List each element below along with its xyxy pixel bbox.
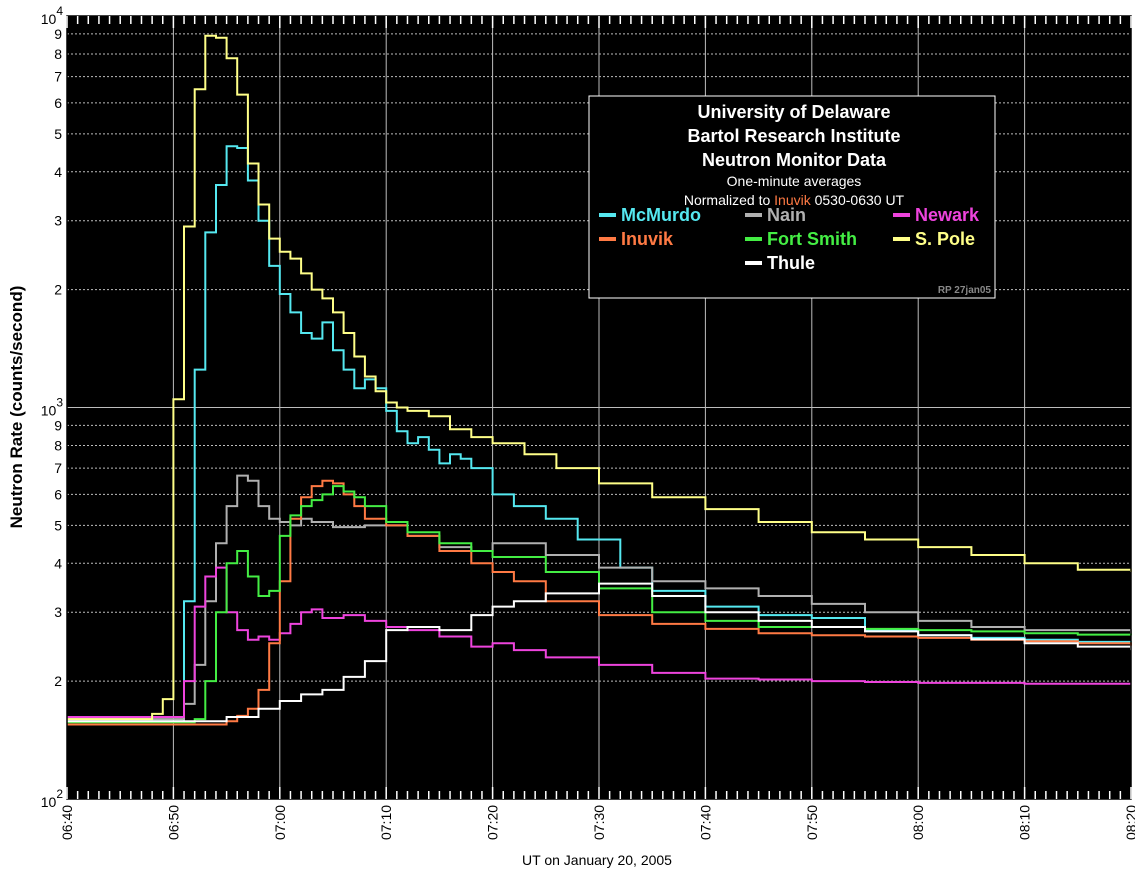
- x-tick-label: 08:00: [910, 805, 926, 840]
- x-tick-label: 07:50: [804, 805, 820, 840]
- x-tick-label: 07:30: [591, 805, 607, 840]
- y-minor-tick-label: 9: [54, 417, 62, 433]
- x-tick-label: 08:20: [1123, 805, 1135, 840]
- legend-entry: Nain: [767, 205, 806, 225]
- y-minor-tick-label: 3: [54, 213, 62, 229]
- x-tick-label: 07:10: [378, 805, 394, 840]
- x-tick-label: 06:40: [59, 805, 75, 840]
- legend-credit: RP 27jan05: [938, 285, 992, 296]
- legend-normalization: Normalized to Inuvik 0530-0630 UT: [684, 192, 905, 208]
- y-minor-tick-label: 2: [54, 673, 62, 689]
- x-axis-label: UT on January 20, 2005: [522, 852, 672, 868]
- legend-entry: Inuvik: [621, 229, 674, 249]
- series-layer: [67, 34, 1132, 726]
- axis-ticks: [66, 15, 1132, 800]
- y-minor-tick-label: 9: [54, 26, 62, 42]
- legend-title-line: Bartol Research Institute: [687, 126, 900, 146]
- legend-entry: S. Pole: [915, 229, 975, 249]
- legend-title-line: Neutron Monitor Data: [702, 150, 887, 170]
- legend-entry: Thule: [767, 253, 815, 273]
- y-tick-exponent: 4: [56, 4, 63, 18]
- y-tick-base: 10: [41, 794, 57, 810]
- x-tick-label: 06:50: [165, 805, 181, 840]
- x-tick-labels: 06:40 06:50 07:00 07:10 07:20 07:30 07:40 07:50…: [59, 805, 1135, 840]
- y-minor-tick-label: 4: [54, 164, 62, 180]
- y-minor-tick-label: 6: [54, 95, 62, 111]
- y-major-tick-label: 103: [41, 396, 64, 419]
- legend-entry: McMurdo: [621, 205, 701, 225]
- x-tick-label: 08:10: [1017, 805, 1033, 840]
- legend-entry: Fort Smith: [767, 229, 857, 249]
- y-major-tick-label: 102: [41, 787, 64, 810]
- normalization-prefix: Normalized to: [684, 192, 774, 208]
- x-tick-label: 07:40: [697, 805, 713, 840]
- y-minor-tick-label: 6: [54, 486, 62, 502]
- y-minor-tick-label: 5: [54, 517, 62, 533]
- y-minor-tick-label: 4: [54, 555, 62, 571]
- y-minor-tick-label: 7: [54, 69, 62, 85]
- legend-entry: Newark: [915, 205, 980, 225]
- series-s-pole: [67, 34, 1132, 721]
- x-tick-label: 07:00: [272, 805, 288, 840]
- y-minor-tick-label: 7: [54, 460, 62, 476]
- y-major-tick-label: 104: [41, 4, 64, 27]
- normalization-station: Inuvik: [774, 192, 812, 208]
- y-minor-tick-label: 2: [54, 282, 62, 298]
- series-thule: [67, 582, 1132, 723]
- x-tick-label: 07:20: [485, 805, 501, 840]
- legend-title-line: University of Delaware: [697, 102, 890, 122]
- series-newark: [67, 566, 1131, 718]
- y-minor-tick-label: 5: [54, 126, 62, 142]
- legend-subtitle: One-minute averages: [727, 173, 862, 189]
- legend-box: University of Delaware Bartol Research In…: [588, 95, 996, 299]
- y-minor-tick-label: 8: [54, 437, 62, 453]
- y-tick-base: 10: [41, 403, 57, 419]
- y-tick-exponent: 2: [56, 787, 63, 801]
- y-tick-base: 10: [41, 11, 57, 27]
- y-axis-label: Neutron Rate (counts/second): [7, 286, 26, 529]
- series-nain: [67, 474, 1132, 721]
- normalization-suffix: 0530-0630 UT: [811, 192, 905, 208]
- y-minor-tick-label: 3: [54, 604, 62, 620]
- y-minor-tick-label: 8: [54, 46, 62, 62]
- y-tick-exponent: 3: [56, 396, 63, 410]
- legend-frame: [588, 95, 996, 299]
